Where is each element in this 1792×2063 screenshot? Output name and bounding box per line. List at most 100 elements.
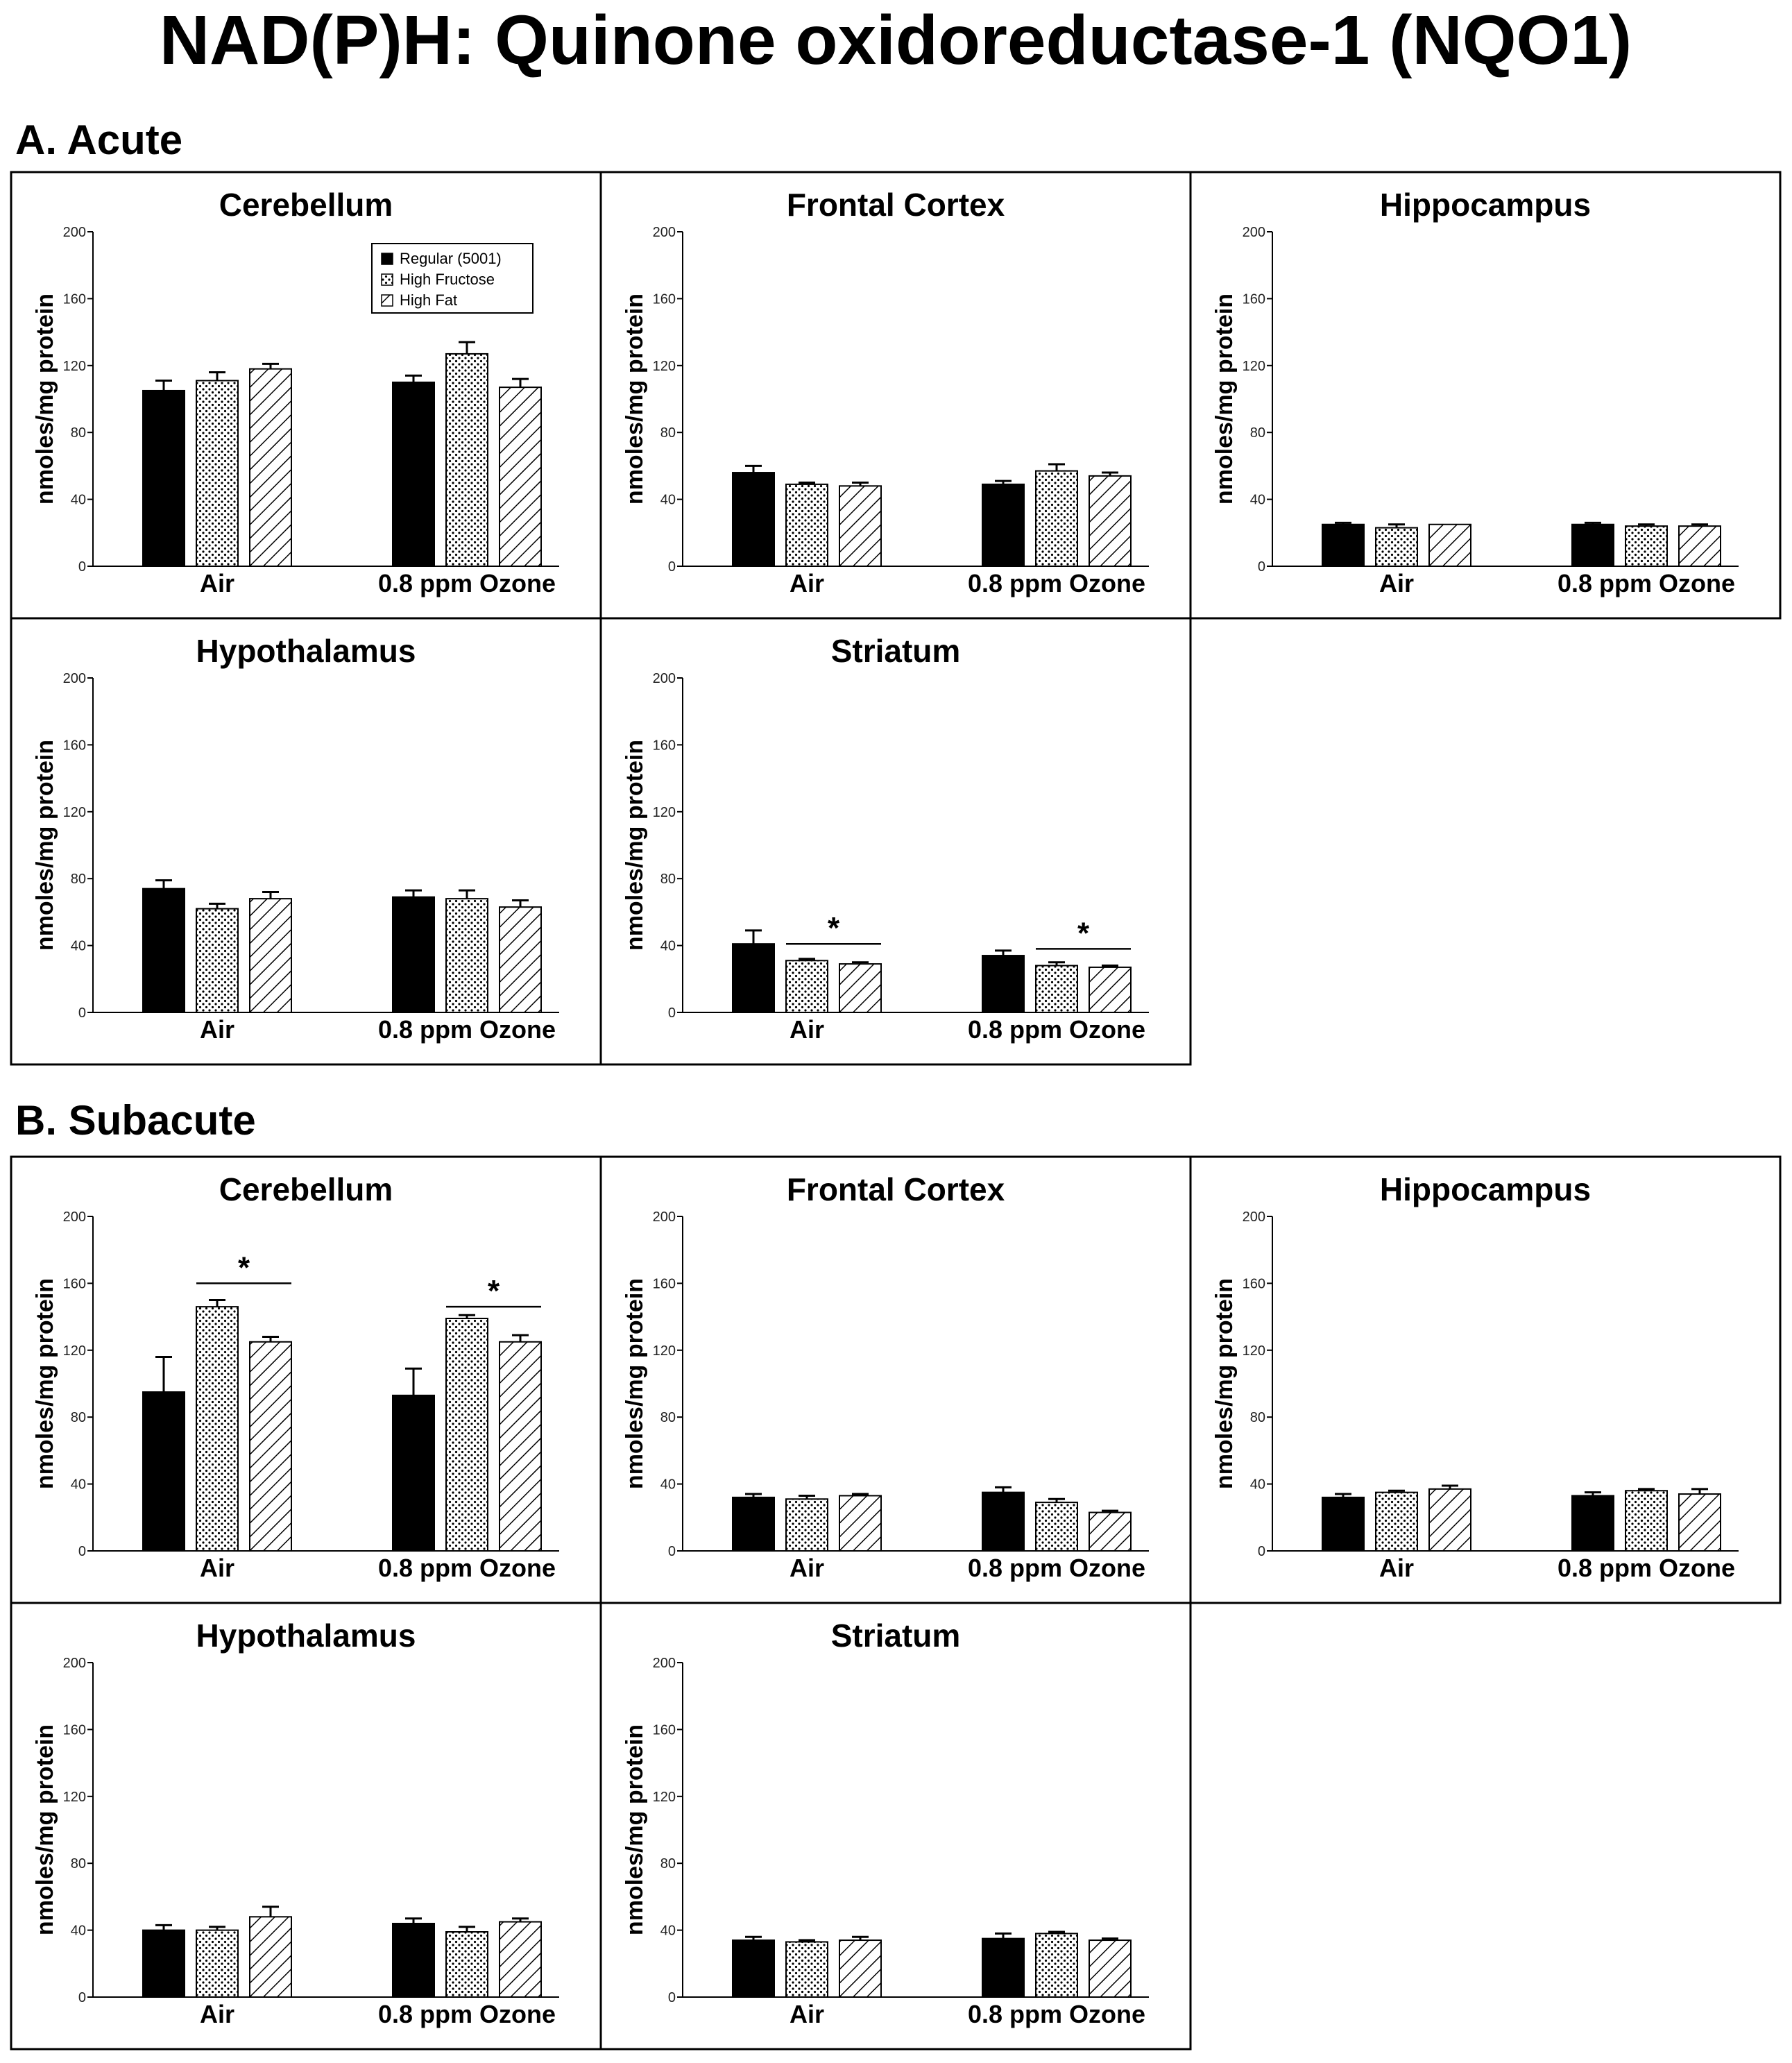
panel-title: Cerebellum — [219, 187, 393, 223]
panel-title: Hippocampus — [1380, 1171, 1591, 1207]
bar-regular-5001-air — [142, 389, 185, 568]
panel-title: Cerebellum — [219, 1171, 393, 1207]
bar-high-fat-0-8-ppm-ozone — [1089, 475, 1132, 567]
y-tick-label: 120 — [63, 805, 86, 820]
bar-high-fat-air — [839, 1939, 882, 1998]
panel-title: Frontal Cortex — [787, 187, 1005, 223]
legend-swatch-regular — [381, 253, 393, 265]
y-tick-label: 40 — [660, 939, 676, 954]
bar-high-fat-0-8-ppm-ozone — [499, 1341, 542, 1552]
y-tick-label: 200 — [653, 1209, 676, 1225]
y-tick-label: 40 — [71, 1477, 86, 1493]
panel-a-frontal-cortex: Frontal Cortex nmoles/mg protein 0 40 80 120 1… — [599, 171, 1192, 620]
panel-b-hippocampus: Hippocampus nmoles/mg protein 0 40 80 120 160 2… — [1189, 1155, 1782, 1604]
y-tick-label: 120 — [63, 359, 86, 374]
panel-frame — [599, 1602, 1192, 2051]
y-tick-label: 120 — [653, 805, 676, 820]
figure-title: NAD(P)H: Quinone oxidoreductase-1 (NQO1) — [160, 1, 1632, 79]
y-axis-label: nmoles/mg protein — [622, 1278, 648, 1489]
bar-high-fructose-air — [196, 380, 239, 567]
x-category-label: 0.8 ppm Ozone — [378, 2000, 556, 2028]
y-tick-label: 200 — [653, 225, 676, 240]
y-tick-label: 80 — [71, 1410, 86, 1425]
legend-label-fat: High Fat — [400, 291, 457, 309]
bar-high-fat-air — [249, 1916, 292, 1998]
y-tick-label: 80 — [1250, 1410, 1265, 1425]
bar-high-fat-0-8-ppm-ozone — [499, 387, 542, 567]
bar-high-fructose-air — [785, 1498, 828, 1552]
y-tick-label: 160 — [63, 291, 86, 307]
y-axis-label: nmoles/mg protein — [622, 1724, 648, 1935]
bar-high-fructose-0-8-ppm-ozone — [445, 898, 488, 1013]
y-tick-label: 0 — [78, 1990, 86, 2005]
y-tick-label: 0 — [668, 1005, 676, 1021]
x-category-label: 0.8 ppm Ozone — [968, 2000, 1145, 2028]
y-axis-label: nmoles/mg protein — [622, 740, 648, 951]
y-axis-label: nmoles/mg protein — [1211, 294, 1238, 504]
bar-high-fructose-0-8-ppm-ozone — [445, 1318, 488, 1552]
bar-high-fat-air — [839, 485, 882, 568]
bar-regular-5001-air — [732, 472, 775, 568]
bar-regular-5001-0-8-ppm-ozone — [392, 1394, 435, 1552]
y-tick-label: 0 — [1258, 1544, 1265, 1559]
y-tick-label: 0 — [668, 1990, 676, 2005]
bar-high-fructose-air — [196, 908, 239, 1013]
bar-regular-5001-0-8-ppm-ozone — [982, 1937, 1025, 1998]
section-label-subacute: B. Subacute — [15, 1097, 256, 1144]
x-category-label: Air — [790, 2000, 824, 2028]
y-tick-label: 40 — [71, 493, 86, 508]
bar-high-fat-0-8-ppm-ozone — [499, 1921, 542, 1998]
bar-high-fat-0-8-ppm-ozone — [499, 906, 542, 1014]
bar-high-fat-air — [249, 1341, 292, 1552]
x-category-label: Air — [1379, 1554, 1414, 1582]
x-category-label: 0.8 ppm Ozone — [968, 569, 1145, 597]
panel-title: Hypothalamus — [196, 1618, 416, 1654]
bar-high-fructose-0-8-ppm-ozone — [1035, 1502, 1078, 1552]
bar-high-fat-air — [839, 1495, 882, 1552]
bar-regular-5001-0-8-ppm-ozone — [392, 1922, 435, 1998]
y-tick-label: 200 — [63, 671, 86, 686]
y-tick-label: 80 — [71, 1856, 86, 1871]
bar-regular-5001-0-8-ppm-ozone — [1571, 523, 1614, 567]
panel-title: Hypothalamus — [196, 633, 416, 669]
bar-high-fructose-0-8-ppm-ozone — [445, 353, 488, 567]
bar-high-fructose-0-8-ppm-ozone — [1625, 525, 1668, 568]
x-category-label: Air — [200, 1554, 234, 1582]
y-tick-label: 160 — [63, 738, 86, 753]
x-category-label: Air — [200, 569, 234, 597]
panel-title: Striatum — [831, 633, 961, 669]
y-tick-label: 120 — [63, 1790, 86, 1805]
bar-regular-5001-air — [142, 1391, 185, 1552]
legend-label-regular: Regular (5001) — [400, 250, 502, 267]
y-axis-label: nmoles/mg protein — [32, 740, 58, 951]
y-tick-label: 120 — [1243, 1343, 1265, 1359]
bar-high-fructose-air — [1375, 527, 1418, 568]
y-axis-label: nmoles/mg protein — [622, 294, 648, 504]
bar-regular-5001-0-8-ppm-ozone — [392, 381, 435, 567]
bar-high-fructose-air — [196, 1306, 239, 1552]
bar-high-fat-0-8-ppm-ozone — [1089, 966, 1132, 1013]
bar-high-fat-air — [249, 898, 292, 1013]
y-tick-label: 80 — [660, 872, 676, 887]
significance-star: * — [488, 1274, 500, 1308]
bar-regular-5001-air — [732, 1939, 775, 1998]
bar-high-fructose-air — [785, 960, 828, 1014]
y-tick-label: 120 — [1243, 359, 1265, 374]
y-tick-label: 40 — [71, 939, 86, 954]
y-tick-label: 0 — [78, 1544, 86, 1559]
bar-high-fat-0-8-ppm-ozone — [1678, 525, 1721, 568]
legend-swatch-fat — [381, 294, 393, 307]
y-tick-label: 160 — [653, 291, 676, 307]
bar-high-fructose-0-8-ppm-ozone — [1035, 470, 1078, 567]
x-category-label: Air — [790, 569, 824, 597]
y-tick-label: 0 — [78, 559, 86, 575]
y-tick-label: 40 — [660, 1477, 676, 1493]
bar-high-fructose-air — [196, 1929, 239, 1998]
bar-regular-5001-air — [1322, 523, 1365, 567]
x-category-label: 0.8 ppm Ozone — [968, 1015, 1145, 1044]
x-category-label: 0.8 ppm Ozone — [378, 1015, 556, 1044]
bar-regular-5001-air — [142, 888, 185, 1013]
bar-high-fat-air — [839, 963, 882, 1013]
significance-star: * — [828, 911, 840, 945]
panels: Cerebellum nmoles/mg protein 0 40 80 120 160 20… — [10, 171, 1782, 2051]
